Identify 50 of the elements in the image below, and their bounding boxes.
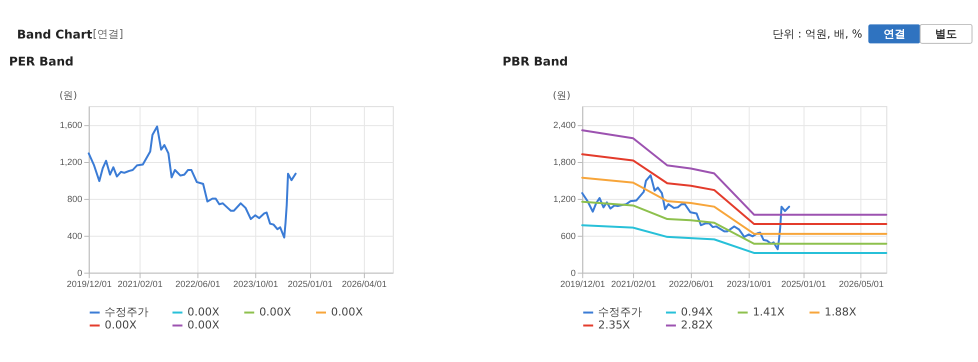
x-tick-label: 2026/05/01 bbox=[838, 279, 884, 290]
x-tick-label: 2023/10/01 bbox=[233, 279, 278, 290]
line-series bbox=[581, 200, 888, 245]
x-tick-label: 2026/04/01 bbox=[342, 279, 387, 290]
y-tick-label: 1,200 bbox=[60, 157, 82, 168]
legend-label: 0.00X bbox=[187, 318, 220, 332]
y-tick-label: 1,200 bbox=[553, 194, 576, 204]
y-tick-label: 800 bbox=[67, 194, 82, 204]
line-series bbox=[581, 224, 888, 254]
x-tick-label: 2022/06/01 bbox=[175, 279, 220, 290]
legend-label: 수정주가 bbox=[598, 306, 642, 319]
legend-label: 1.41X bbox=[752, 306, 786, 319]
text: [연결] bbox=[92, 27, 124, 40]
legend-label: 2.35X bbox=[598, 318, 631, 332]
line-series bbox=[88, 126, 297, 239]
x-tick-label: 2022/06/01 bbox=[668, 279, 714, 290]
x-tick-label: 2025/01/01 bbox=[781, 279, 826, 290]
chart-title: PER Band bbox=[8, 54, 74, 68]
x-tick-label: 2019/12/01 bbox=[560, 279, 606, 290]
chart-title: PBR Band bbox=[502, 54, 568, 68]
text: 별도 bbox=[935, 27, 958, 40]
legend-label: 1.88X bbox=[824, 306, 857, 319]
x-tick-label: 2021/02/01 bbox=[611, 279, 656, 290]
text: Band Chart bbox=[16, 27, 93, 42]
x-tick-label: 2021/02/01 bbox=[118, 279, 163, 290]
legend-label: 0.00X bbox=[259, 306, 292, 319]
legend-label: 0.94X bbox=[680, 306, 714, 319]
y-tick-label: 0 bbox=[77, 268, 82, 278]
x-tick-label: 2023/10/01 bbox=[726, 279, 772, 290]
line-series bbox=[581, 174, 790, 250]
x-tick-label: 2019/12/01 bbox=[66, 279, 112, 290]
y-tick-label: 0 bbox=[570, 268, 576, 278]
y-tick-label: 600 bbox=[560, 231, 576, 242]
y-axis-title: (원) bbox=[552, 90, 571, 102]
x-tick-label: 2025/01/01 bbox=[288, 279, 333, 290]
legend-label: 2.82X bbox=[680, 318, 714, 332]
text: 단위 : 억원, 배, % bbox=[772, 27, 862, 40]
y-tick-label: 1,600 bbox=[60, 120, 82, 130]
legend-label: 0.00X bbox=[187, 306, 220, 319]
y-tick-label: 1,800 bbox=[553, 157, 576, 168]
y-tick-label: 400 bbox=[67, 231, 82, 242]
legend-label: 0.00X bbox=[330, 306, 364, 319]
y-axis-title: (원) bbox=[59, 90, 78, 102]
text: 연결 bbox=[883, 27, 906, 40]
line-series bbox=[581, 153, 888, 225]
legend-label: 수정주가 bbox=[104, 306, 149, 319]
y-tick-label: 2,400 bbox=[553, 120, 576, 130]
legend-label: 0.00X bbox=[104, 318, 138, 332]
line-series bbox=[581, 129, 888, 216]
line-series bbox=[581, 176, 888, 235]
